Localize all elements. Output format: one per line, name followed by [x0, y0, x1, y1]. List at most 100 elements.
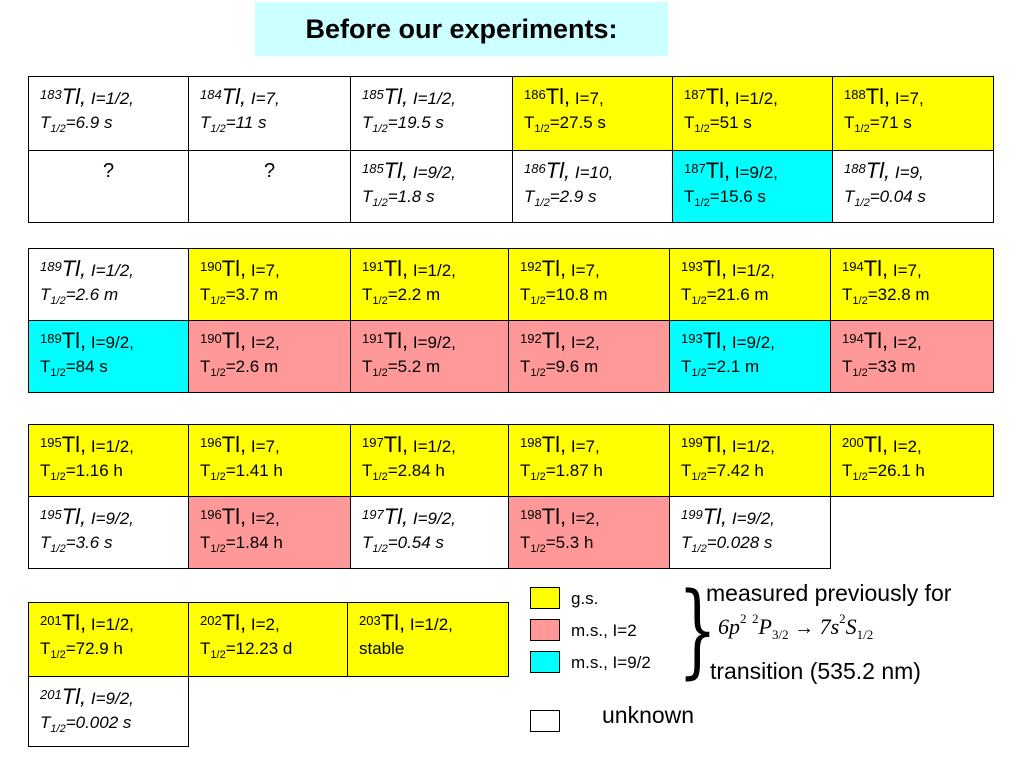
half-life: T1/2=1.87 h [520, 461, 603, 483]
isotope-label: 197Tl, [362, 432, 409, 457]
nuclear-spin: I=7, [250, 261, 280, 280]
isotope-cell: 193Tl, I=1/2, T1/2=21.6 m [669, 248, 831, 321]
isotope-cell: 194Tl, I=7, T1/2=32.8 m [830, 248, 994, 321]
nuclear-spin: I=2, [250, 333, 280, 352]
isotope-cell: 192Tl, I=7, T1/2=10.8 m [508, 248, 670, 321]
half-life: T1/2=7.42 h [681, 461, 764, 483]
isotope-cell: 187Tl, I=9/2, T1/2=15.6 s [672, 150, 833, 223]
isotope-label: 184Tl, [200, 84, 247, 109]
isotope-label: 187Tl, [684, 158, 731, 183]
isotope-label: 192Tl, [520, 256, 567, 281]
isotope-label: 201Tl, [40, 684, 87, 709]
isotope-cell: 203Tl, I=1/2, stable [347, 602, 509, 677]
isotope-label: 200Tl, [842, 432, 889, 457]
nuclear-spin: I=1/2, [90, 261, 134, 280]
isotope-line: 195Tl, I=9/2, [40, 505, 188, 531]
isotope-line: 197Tl, I=1/2, [362, 433, 508, 459]
nuclear-spin: I=9, [894, 163, 924, 182]
isotope-cell: 191Tl, I=9/2, T1/2=5.2 m [350, 320, 509, 393]
nuclear-spin: I=9/2, [412, 509, 456, 528]
isotope-line: 187Tl, I=9/2, [684, 159, 832, 185]
isotope-cell: 198Tl, I=2, T1/2=5.3 h [508, 496, 670, 569]
slide-title: Before our experiments: [255, 2, 668, 56]
half-life: T1/2=0.04 s [844, 187, 926, 209]
isotope-cell: 186Tl, I=10, T1/2=2.9 s [512, 150, 673, 223]
isotope-label: 199Tl, [681, 504, 728, 529]
isotope-label: 190Tl, [200, 256, 247, 281]
nuclear-spin: I=7, [570, 437, 600, 456]
nuclear-spin: I=9/2, [734, 163, 778, 182]
half-life: T1/2=27.5 s [524, 113, 606, 135]
legend-swatch-ms-i2 [530, 619, 560, 641]
note-line-2: transition (535.2 nm) [710, 658, 921, 684]
nuclear-spin: I=7, [570, 261, 600, 280]
isotope-line: 186Tl, I=7, [524, 85, 672, 111]
isotope-line: 192Tl, I=7, [520, 257, 669, 283]
isotope-cell: 201Tl, I=1/2, T1/2=72.9 h [28, 602, 189, 677]
unknown-mark: ? [102, 160, 115, 182]
isotope-line: 186Tl, I=10, [524, 159, 672, 185]
isotope-line: 202Tl, I=2, [200, 611, 347, 637]
legend-label-unknown: unknown [602, 702, 695, 728]
nuclear-spin: I=1/2, [90, 615, 134, 634]
unknown-mark: ? [263, 160, 276, 182]
right-brace: } [678, 571, 717, 690]
isotope-cell: 188Tl, I=9, T1/2=0.04 s [832, 150, 994, 223]
isotope-label: 193Tl, [681, 256, 728, 281]
isotope-line: 194Tl, I=2, [842, 329, 993, 355]
isotope-label: 194Tl, [842, 256, 889, 281]
isotope-cell: 201Tl, I=9/2, T1/2=0.002 s [28, 676, 189, 747]
half-life: T1/2=1.16 h [40, 461, 123, 483]
half-life: T1/2=3.6 s [40, 533, 113, 555]
legend-swatch-ms-i92 [530, 651, 560, 673]
nuclear-spin: I=7, [250, 437, 280, 456]
nuclear-spin: I=1/2, [734, 89, 778, 108]
isotope-cell: 183Tl, I=1/2, T1/2=6.9 s [28, 76, 189, 151]
isotope-line: 191Tl, I=9/2, [362, 329, 508, 355]
isotope-label: 186Tl, [524, 84, 571, 109]
isotope-label: 202Tl, [200, 610, 247, 635]
isotope-cell: 195Tl, I=9/2, T1/2=3.6 s [28, 496, 189, 569]
isotope-label: 186Tl, [524, 158, 571, 183]
half-life: T1/2=21.6 m [681, 285, 769, 307]
isotope-cell: 198Tl, I=7, T1/2=1.87 h [508, 424, 670, 497]
isotope-cell: 189Tl, I=1/2, T1/2=2.6 m [28, 248, 189, 321]
unknown-isotope-cell: ? [188, 150, 351, 223]
half-life: T1/2=2.6 m [200, 357, 279, 379]
isotope-line: 189Tl, I=1/2, [40, 257, 188, 283]
isotope-cell: 194Tl, I=2, T1/2=33 m [830, 320, 994, 393]
isotope-label: 194Tl, [842, 328, 889, 353]
legend-swatch-gs [530, 587, 560, 609]
unknown-isotope-cell: ? [28, 150, 189, 223]
isotope-line: 192Tl, I=2, [520, 329, 669, 355]
nuclear-spin: I=2, [892, 437, 922, 456]
isotope-line: 195Tl, I=1/2, [40, 433, 188, 459]
half-life: T1/2=11 s [200, 113, 267, 135]
half-life: T1/2=72.9 h [40, 639, 123, 661]
isotope-cell: 187Tl, I=1/2, T1/2=51 s [672, 76, 833, 151]
nuclear-spin: I=1/2, [412, 261, 456, 280]
isotope-label: 203Tl, [359, 610, 406, 635]
isotope-label: 187Tl, [684, 84, 731, 109]
half-life: T1/2=0.54 s [362, 533, 444, 555]
isotope-label: 185Tl, [362, 84, 409, 109]
nuclear-spin: I=1/2, [90, 437, 134, 456]
isotope-label: 189Tl, [40, 256, 87, 281]
half-life: T1/2=1.41 h [200, 461, 283, 483]
half-life: T1/2=5.3 h [520, 533, 594, 555]
nuclear-spin: I=9/2, [90, 333, 134, 352]
half-life: T1/2=2.6 m [40, 285, 119, 307]
isotope-line: 193Tl, I=1/2, [681, 257, 830, 283]
half-life: T1/2=15.6 s [684, 187, 766, 209]
nuclear-spin: I=1/2, [409, 615, 453, 634]
isotope-line: 190Tl, I=2, [200, 329, 350, 355]
transition-formula: 6p2 2P3/2 → 7s2S1/2 [718, 611, 874, 642]
isotope-label: 191Tl, [362, 328, 409, 353]
nuclear-spin: I=2, [892, 333, 922, 352]
isotope-line: 185Tl, I=9/2, [362, 159, 512, 185]
isotope-cell: 185Tl, I=9/2, T1/2=1.8 s [350, 150, 513, 223]
nuclear-spin: I=9/2, [731, 333, 775, 352]
half-life: T1/2=19.5 s [362, 113, 444, 135]
nuclear-spin: I=1/2, [731, 437, 775, 456]
half-life: T1/2=71 s [844, 113, 912, 135]
